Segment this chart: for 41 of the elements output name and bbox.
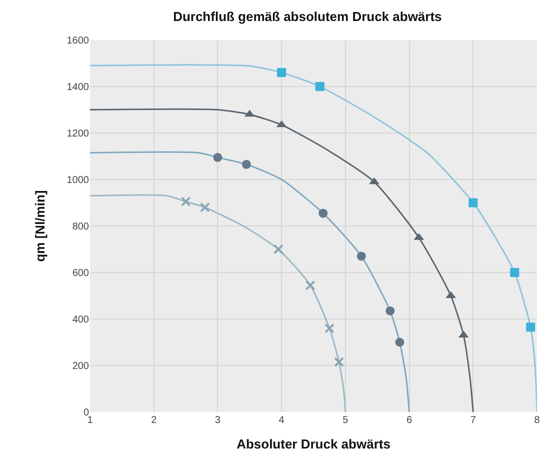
x-tick-label: 3 <box>214 415 221 426</box>
point <box>526 322 536 332</box>
x-tick-label: 1 <box>87 415 94 426</box>
y-tick-label: 1200 <box>66 128 90 140</box>
point <box>395 338 404 347</box>
line-series <box>90 64 537 412</box>
x-tick-label: 6 <box>406 415 413 426</box>
x-tick-label: 7 <box>470 415 476 426</box>
y-tick-label: 400 <box>72 314 90 326</box>
point <box>273 244 284 254</box>
point <box>324 323 334 334</box>
point <box>468 198 478 208</box>
point <box>305 280 316 290</box>
x-tick-label: 5 <box>342 415 349 426</box>
x-tick-label: 2 <box>151 415 158 426</box>
y-tick-label: 800 <box>72 222 90 232</box>
point <box>510 268 520 277</box>
y-tick-label: 1400 <box>66 82 90 93</box>
point <box>315 82 324 91</box>
line-series <box>90 151 410 412</box>
point <box>213 152 222 162</box>
chart-title: Durchfluß gemäß absolutem Druck abwärts <box>173 8 442 24</box>
point <box>356 252 366 261</box>
y-tick-label: 1600 <box>66 36 90 46</box>
point <box>318 208 328 218</box>
y-tick-label: 600 <box>72 268 90 279</box>
point <box>277 68 286 78</box>
y-tick-label: 1000 <box>66 175 90 186</box>
y-tick-label: 0 <box>83 408 90 418</box>
x-tick-label: 4 <box>278 415 285 426</box>
point <box>334 357 344 368</box>
y-tick-label: 200 <box>72 361 90 372</box>
x-axis-title: Absoluter Druck abwärts <box>236 436 390 452</box>
line-series <box>90 194 346 412</box>
line-series <box>90 108 474 412</box>
y-axis-title: qm [Nl/min] <box>32 190 48 262</box>
point <box>386 306 395 316</box>
point <box>180 196 191 207</box>
x-tick-label: 8 <box>534 415 540 426</box>
point <box>200 202 210 212</box>
point <box>242 160 251 169</box>
